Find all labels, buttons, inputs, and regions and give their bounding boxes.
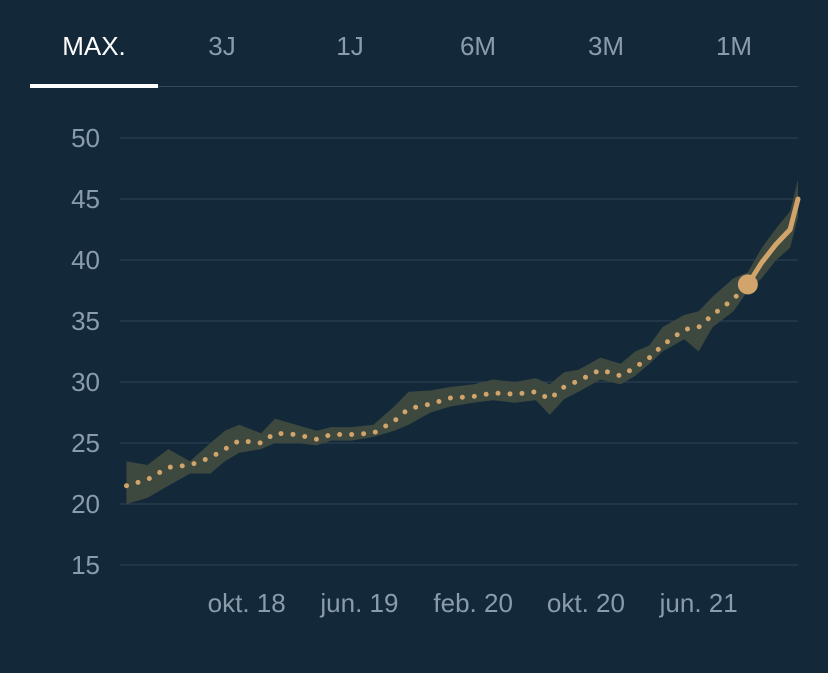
tab-3m[interactable]: 3M (587, 31, 625, 61)
x-tick-label: okt. 20 (547, 588, 625, 618)
y-axis-ticks: 50 45 40 35 30 25 20 15 (71, 123, 100, 580)
y-tick-label: 40 (71, 245, 100, 275)
highlight-point[interactable] (737, 274, 758, 295)
x-axis-ticks: okt. 18 jun. 19 feb. 20 okt. 20 jun. 21 (208, 588, 738, 618)
y-tick-label: 35 (71, 306, 100, 336)
y-tick-label: 50 (71, 123, 100, 153)
series-line-dotted (124, 281, 751, 489)
tab-6m[interactable]: 6M (459, 31, 497, 61)
x-tick-label: jun. 21 (659, 588, 738, 618)
y-tick-label: 20 (71, 489, 100, 519)
period-tabs: MAX. 3J 1J 6M 3M 1M (0, 0, 828, 90)
tab-1m[interactable]: 1M (715, 31, 753, 61)
tab-3j[interactable]: 3J (208, 31, 236, 61)
tab-1j[interactable]: 1J (336, 31, 364, 61)
x-tick-label: jun. 19 (319, 588, 398, 618)
y-tick-label: 30 (71, 367, 100, 397)
confidence-band (126, 179, 798, 504)
tab-max[interactable]: MAX. (62, 31, 126, 61)
y-tick-label: 25 (71, 428, 100, 458)
tabs-divider (158, 86, 798, 87)
grid-lines (120, 137, 798, 566)
plot-area (124, 179, 801, 504)
x-tick-label: okt. 18 (208, 588, 286, 618)
x-tick-label: feb. 20 (433, 588, 513, 618)
active-tab-indicator (30, 84, 158, 88)
y-tick-label: 45 (71, 184, 100, 214)
y-tick-label: 15 (71, 550, 100, 580)
series-line-solid (745, 196, 801, 287)
